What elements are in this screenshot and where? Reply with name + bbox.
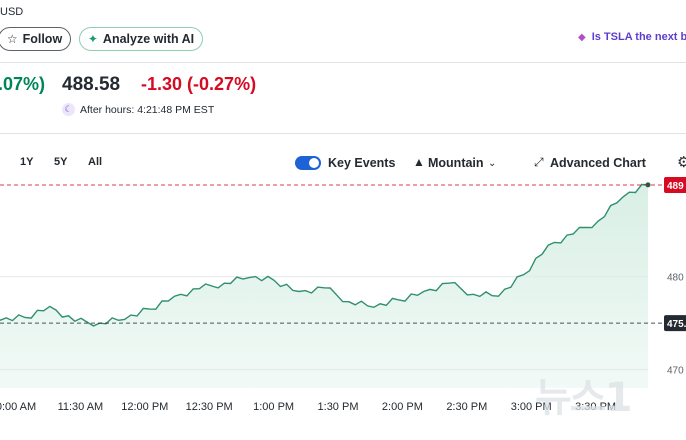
follow-button[interactable]: ☆ Follow [0, 27, 71, 51]
reference-tag-0 [664, 177, 686, 194]
range-5y[interactable]: 5Y [54, 156, 68, 168]
x-tick-label: 12:00 PM [121, 401, 168, 413]
analyze-label: Analyze with AI [102, 32, 195, 46]
chart-type-dropdown[interactable]: Mountain [428, 156, 484, 170]
x-tick-label: 11:30 AM [58, 401, 104, 413]
reference-tag-label: 475. [667, 319, 686, 330]
key-events-label[interactable]: Key Events [328, 156, 396, 170]
after-hours-change: -1.30 (-0.27%) [141, 74, 256, 95]
key-events-toggle[interactable] [295, 156, 321, 170]
after-hours-row: ☾ After hours: 4:21:48 PM EST [62, 103, 214, 116]
advanced-chart-link[interactable]: Advanced Chart [550, 156, 646, 170]
mountain-icon: ▲ [413, 155, 425, 169]
toggle-knob [309, 158, 319, 168]
x-tick-label: 2:00 PM [382, 401, 423, 413]
range-1y[interactable]: 1Y [20, 156, 34, 168]
quote-divider [0, 133, 686, 134]
x-tick-label: 12:30 PM [186, 401, 233, 413]
sparkle-icon: ✦ [87, 32, 98, 46]
price-line [0, 183, 649, 327]
chevron-down-icon: ⌄ [488, 158, 497, 169]
analyze-with-ai-button[interactable]: ✦ Analyze with AI [79, 27, 203, 51]
after-hours-price: 488.58 [62, 74, 121, 95]
y-tick-label: 480 [667, 273, 684, 284]
reference-tag-label: 489 [667, 181, 684, 192]
x-tick-label: 0:00 AM [0, 401, 36, 413]
price-chart[interactable]: 480 470 489 475. 0:00 AM 11:30 AM 12:00 PM 12:3… [0, 170, 686, 420]
gear-icon[interactable]: ⚙ [677, 154, 686, 171]
regular-change-pct: .07%) [0, 74, 46, 94]
currency-note: USD [0, 6, 24, 18]
x-tick-label: 1:00 PM [253, 401, 294, 413]
promo-link[interactable]: ◆ Is TSLA the next b [578, 31, 686, 43]
promo-text: Is TSLA the next b [591, 31, 686, 43]
follow-label: Follow [22, 32, 63, 46]
last-price-dot [645, 182, 651, 188]
after-change-value: -1.30 [141, 74, 183, 94]
after-hours-label: After hours: 4:21:48 PM EST [80, 103, 215, 116]
x-tick-label: 2:30 PM [446, 401, 487, 413]
expand-icon: ⤢ [534, 155, 544, 169]
range-all[interactable]: All [88, 156, 103, 168]
area-fill [0, 184, 648, 388]
header-divider [0, 62, 686, 63]
x-tick-label: 3:00 PM [511, 401, 552, 413]
y-tick-label: 470 [667, 365, 684, 376]
star-icon: ☆ [6, 32, 18, 46]
after-change-pct: (-0.27%) [187, 74, 257, 94]
x-tick-label: 1:30 PM [318, 401, 359, 413]
ai-sparkle-icon: ◆ [578, 31, 586, 43]
reference-tag-1 [664, 315, 686, 332]
moon-icon: ☾ [62, 103, 75, 116]
x-tick-label: 3:30 PM [575, 401, 616, 413]
